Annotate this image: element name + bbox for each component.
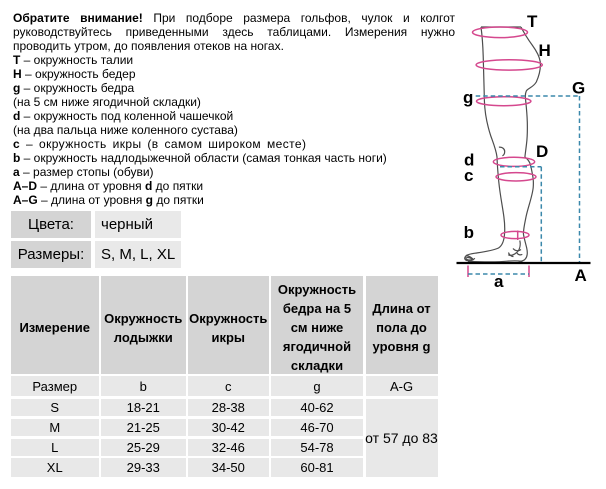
svg-text:G: G: [572, 79, 585, 98]
svg-text:A: A: [575, 266, 587, 285]
svg-text:b: b: [464, 223, 474, 242]
svg-text:T: T: [527, 12, 538, 31]
svg-text:D: D: [536, 142, 548, 161]
svg-text:c: c: [464, 166, 473, 185]
svg-text:H: H: [539, 41, 551, 60]
svg-text:d: d: [464, 151, 474, 170]
svg-text:g: g: [463, 88, 473, 107]
svg-text:a: a: [494, 272, 504, 290]
